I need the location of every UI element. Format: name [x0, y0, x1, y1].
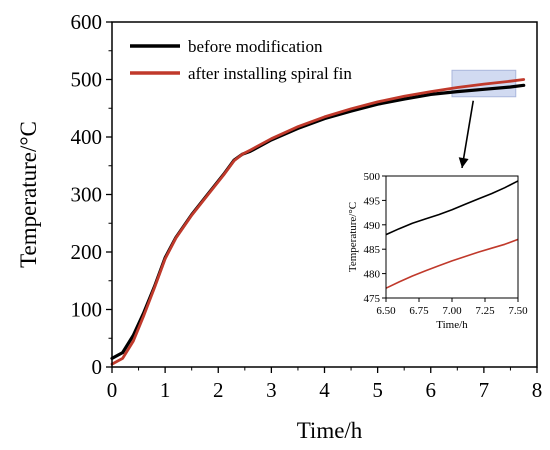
- y-tick-label: 200: [71, 240, 103, 264]
- inset-series-line-before-modification: [385, 180, 519, 236]
- x-tick-label: 7: [479, 378, 490, 402]
- inset-y-tick-label: 485: [364, 244, 381, 256]
- series-line-after-spiral-fin: [110, 78, 526, 366]
- y-tick-label: 0: [92, 355, 103, 379]
- inset-x-tick-label: 7.50: [508, 305, 528, 317]
- inset-x-tick-label: 6.75: [409, 305, 429, 317]
- zoom-arrow-head: [458, 157, 469, 168]
- zoom-arrow-shaft: [461, 100, 475, 169]
- y-axis-title: Temperature/°C: [16, 121, 41, 268]
- x-tick-label: 3: [266, 378, 277, 402]
- y-tick-label: 400: [71, 125, 103, 149]
- y-tick-label: 300: [71, 183, 103, 207]
- inset-y-tick-label: 480: [364, 269, 381, 281]
- x-tick-label: 4: [319, 378, 330, 402]
- inset-background: [346, 168, 530, 338]
- y-tick-label: 500: [71, 68, 103, 92]
- inset-y-tick-label: 490: [364, 220, 381, 232]
- inset-x-tick-label: 7.00: [442, 305, 462, 317]
- x-axis-title: Time/h: [297, 418, 363, 443]
- inset-series-line-after-spiral-fin: [385, 238, 519, 289]
- legend-label-before-modification: before modification: [188, 37, 323, 56]
- inset-y-tick-label: 495: [364, 195, 381, 207]
- y-tick-label: 600: [71, 10, 103, 34]
- inset-x-axis-title: Time/h: [436, 319, 468, 331]
- x-tick-label: 0: [107, 378, 118, 402]
- x-tick-label: 1: [160, 378, 171, 402]
- x-tick-label: 8: [532, 378, 543, 402]
- inset-y-axis-title: Temperature/°C: [347, 202, 359, 272]
- inset-y-tick-label: 500: [364, 171, 381, 183]
- x-tick-label: 5: [372, 378, 383, 402]
- inset-y-tick-label: 475: [364, 293, 381, 305]
- x-tick-label: 2: [213, 378, 224, 402]
- x-tick-label: 6: [426, 378, 437, 402]
- inset-x-tick-label: 7.25: [475, 305, 495, 317]
- y-tick-label: 100: [71, 298, 103, 322]
- legend-label-after-spiral-fin: after installing spiral fin: [188, 64, 352, 83]
- inset-x-tick-label: 6.50: [376, 305, 396, 317]
